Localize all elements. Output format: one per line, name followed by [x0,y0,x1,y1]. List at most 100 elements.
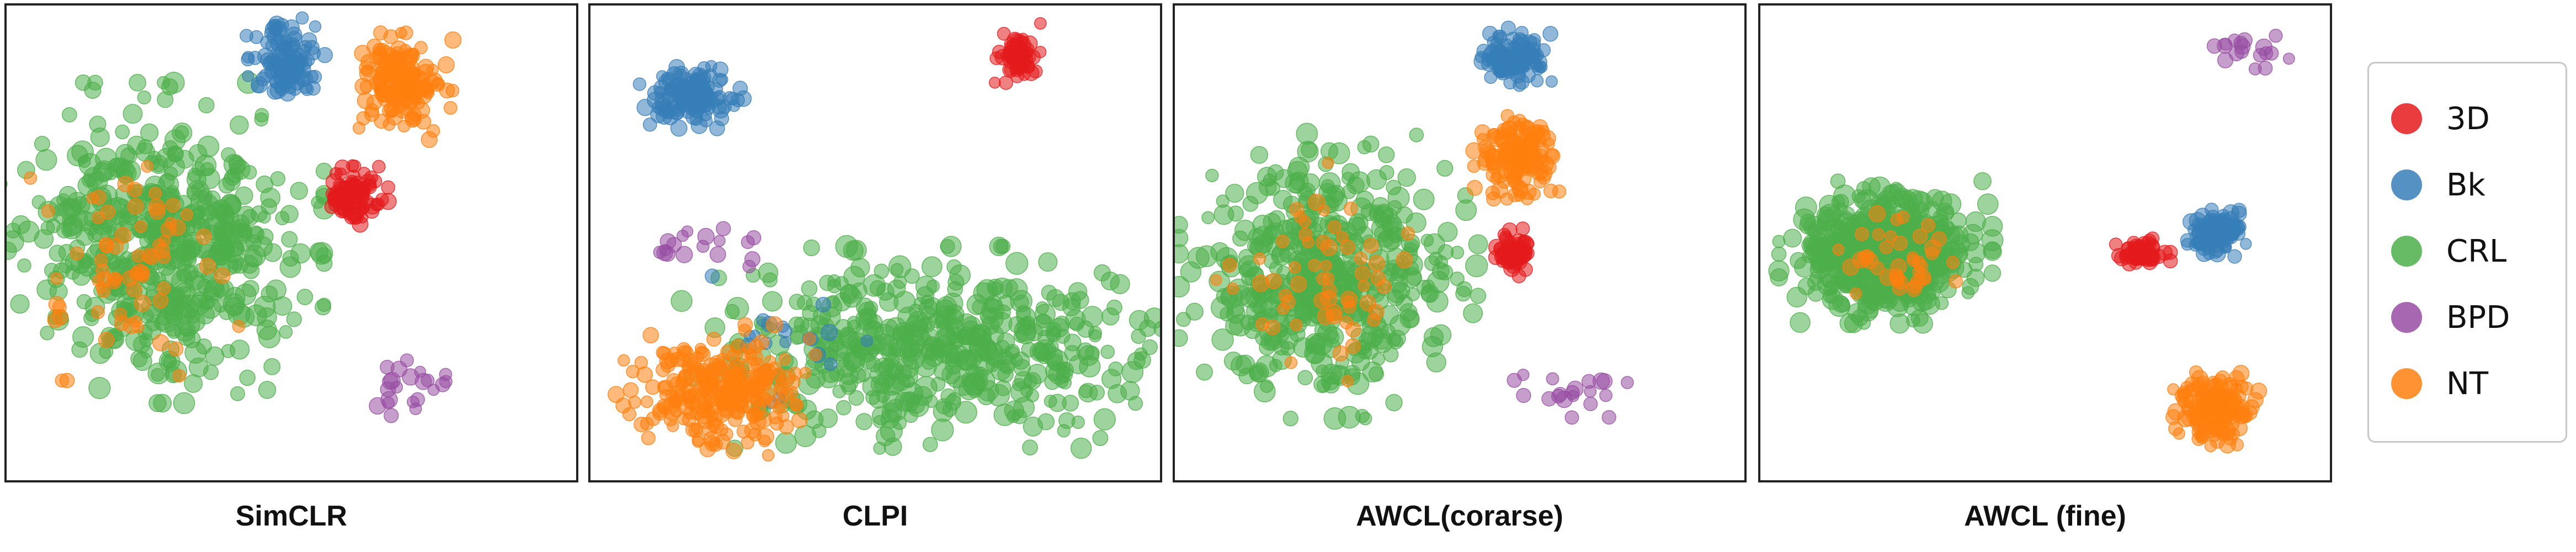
scatter-point-crl [10,294,30,314]
scatter-point-bk [308,20,322,33]
scatter-awcl-fine [1768,29,2295,454]
scatter-point-bpd [1541,391,1557,407]
scatter-point-bpd [697,227,715,245]
scatter-point-3d [375,193,389,207]
scatter-point-crl [1035,313,1051,328]
scatter-point-3d [2128,241,2141,254]
scatter-point-crl [841,380,856,395]
scatter-point-crl [260,187,281,208]
scatter-point-bk [1511,57,1525,71]
scatter-point-bpd [714,235,726,247]
scatter-point-crl [1201,211,1215,225]
scatter-point-nt [59,373,75,389]
scatter-point-bk [1493,29,1508,44]
scatter-point-crl [17,258,31,273]
scatter-point-nt [1370,270,1386,286]
scatter-point-nt [41,204,55,218]
scatter-point-crl [888,348,902,362]
scatter-point-crl [1005,346,1019,360]
legend-swatch-nt [2391,368,2422,399]
scatter-point-bpd [1555,390,1573,408]
scatter-point-crl [1426,352,1446,373]
scatter-point-crl [239,369,256,386]
scatter-point-bpd [2282,52,2295,65]
scatter-point-bk [1514,74,1530,90]
scatter-point-crl [1037,413,1055,431]
scatter-point-crl [153,394,172,413]
scatter-clpi [608,17,1160,462]
scatter-point-nt [114,315,130,331]
scatter-point-nt [132,321,145,334]
scatter-point-bk [779,336,792,348]
scatter-point-crl [1981,229,2004,252]
scatter-point-crl [1038,252,1058,272]
scatter-point-3d [334,159,350,176]
scatter-point-crl [834,341,853,359]
scatter-point-crl [1939,193,1962,215]
scatter-point-3d [1029,64,1043,79]
scatter-point-crl [204,205,218,220]
scatter-point-crl [1246,182,1269,204]
scatter-point-crl [1465,254,1488,278]
scatter-point-nt [1533,175,1547,189]
scatter-point-crl [1211,328,1234,351]
scatter-point-bk [306,81,321,96]
scatter-point-crl [34,136,50,152]
scatter-point-crl [1385,394,1403,412]
scatter-point-nt [660,357,676,373]
scatter-point-nt [1931,231,1947,247]
scatter-point-bpd [1599,389,1612,402]
scatter-point-crl [865,357,881,373]
scatter-point-3d [1511,269,1526,284]
scatter-point-nt [48,296,65,313]
legend-label-bk: Bk [2446,167,2485,203]
scatter-point-crl [290,182,308,200]
scatter-point-crl [189,357,209,378]
scatter-point-crl [200,162,215,177]
scatter-point-nt [2197,382,2212,396]
scatter-point-nt [1226,282,1239,295]
scatter-point-crl [173,392,195,415]
scatter-point-crl [1216,194,1230,208]
scatter-point-nt [419,78,432,91]
legend-item-bk: Bk [2391,163,2485,207]
scatter-point-crl [183,330,201,348]
scatter-point-nt [1359,294,1376,311]
scatter-point-nt [715,423,728,436]
scatter-point-nt [2190,415,2205,431]
scatter-point-bpd [382,373,399,390]
scatter-point-crl [843,240,864,261]
legend-item-3d: 3D [2391,97,2490,141]
scatter-point-nt [1912,229,1928,244]
scatter-point-crl [286,311,302,327]
scatter-point-bpd [1546,372,1560,386]
scatter-point-nt [759,363,777,380]
scatter-point-nt [2220,408,2234,423]
scatter-point-nt [1252,274,1270,292]
scatter-point-nt [2232,364,2250,382]
scatter-point-crl [1070,437,1092,459]
scatter-simclr [7,11,462,423]
scatter-point-crl [801,280,818,297]
scatter-point-crl [942,293,964,314]
plot-panel-awcl-coarse [1173,3,1747,482]
scatter-point-nt [1946,256,1960,269]
scatter-point-nt [701,421,717,437]
scatter-point-bpd [1621,376,1634,389]
legend-item-nt: NT [2391,362,2488,406]
scatter-point-bpd [400,353,414,368]
scatter-point-crl [1409,128,1424,142]
scatter-point-nt [232,320,246,333]
legend-swatch-bk [2391,169,2422,200]
scatter-point-crl [165,307,183,326]
scatter-point-crl [198,97,215,114]
scatter-point-crl [775,432,797,454]
scatter-point-nt [136,269,150,283]
scatter-point-crl [1062,395,1079,412]
scatter-point-nt [1302,236,1314,248]
scatter-point-nt [1322,272,1335,285]
scatter-point-crl [1968,257,1984,272]
scatter-point-crl [221,147,236,163]
scatter-point-nt [677,369,694,386]
scatter-point-crl [1830,274,1845,289]
